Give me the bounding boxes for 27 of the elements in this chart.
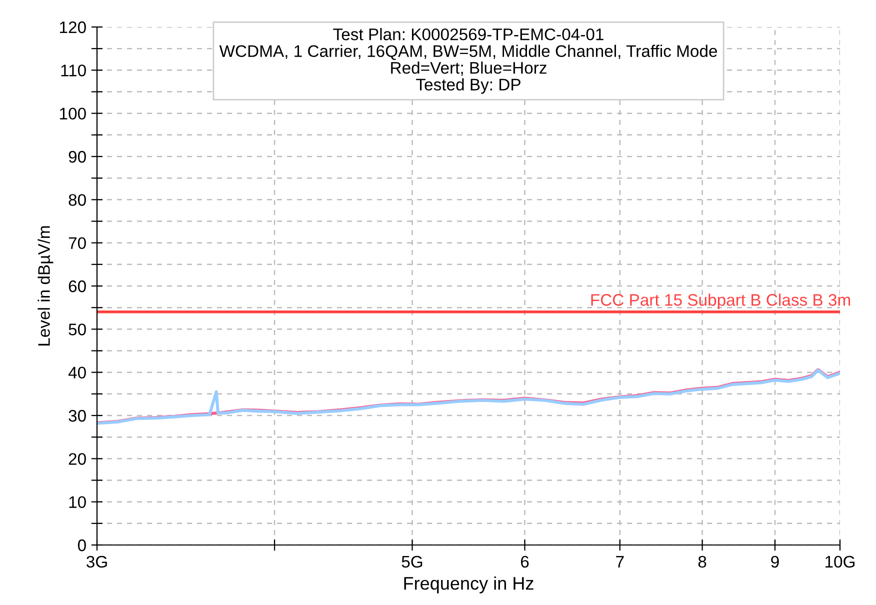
x-axis-title: Frequency in Hz [404,576,534,594]
annotation: Red=Vert; Blue=Horz [391,62,546,76]
annotation: Tested By: DP [416,78,520,94]
y-tick-label: 0 [78,539,86,552]
annotation: Test Plan: K0002569-TP-EMC-04-01 [333,28,604,40]
ref-line-label: FCC Part 15 Subpart B Class B 3m [591,294,850,310]
x-tick-label: 8 [698,556,706,568]
y-tick-label: 10 [69,496,86,508]
y-tick-label: 60 [68,280,86,292]
x-tick-label: 6 [520,556,529,568]
y-tick-label: 30 [68,410,86,422]
y-axis-title: Level in dBµV/m [38,226,54,346]
y-tick-label: 90 [68,150,86,163]
x-tick-label: 10G [826,556,855,568]
annotation: WCDMA, 1 Carrier, 16QAM, BW=5M, Middle Channel, Traffic Mode [219,44,718,60]
y-tick-label: 80 [68,194,86,206]
y-tick-label: 110 [61,64,86,76]
x-tick-label: 7 [616,556,624,568]
y-tick-label: 70 [68,237,86,250]
y-tick-label: 20 [68,453,86,465]
y-tick-label: 50 [68,324,86,336]
y-tick-label: 120 [60,21,86,34]
x-tick-label: 9 [771,556,779,568]
y-tick-label: 40 [68,366,86,379]
x-tick-label: 5G [402,556,422,568]
y-tick-label: 100 [60,108,86,120]
x-tick-label: 3G [86,556,107,568]
